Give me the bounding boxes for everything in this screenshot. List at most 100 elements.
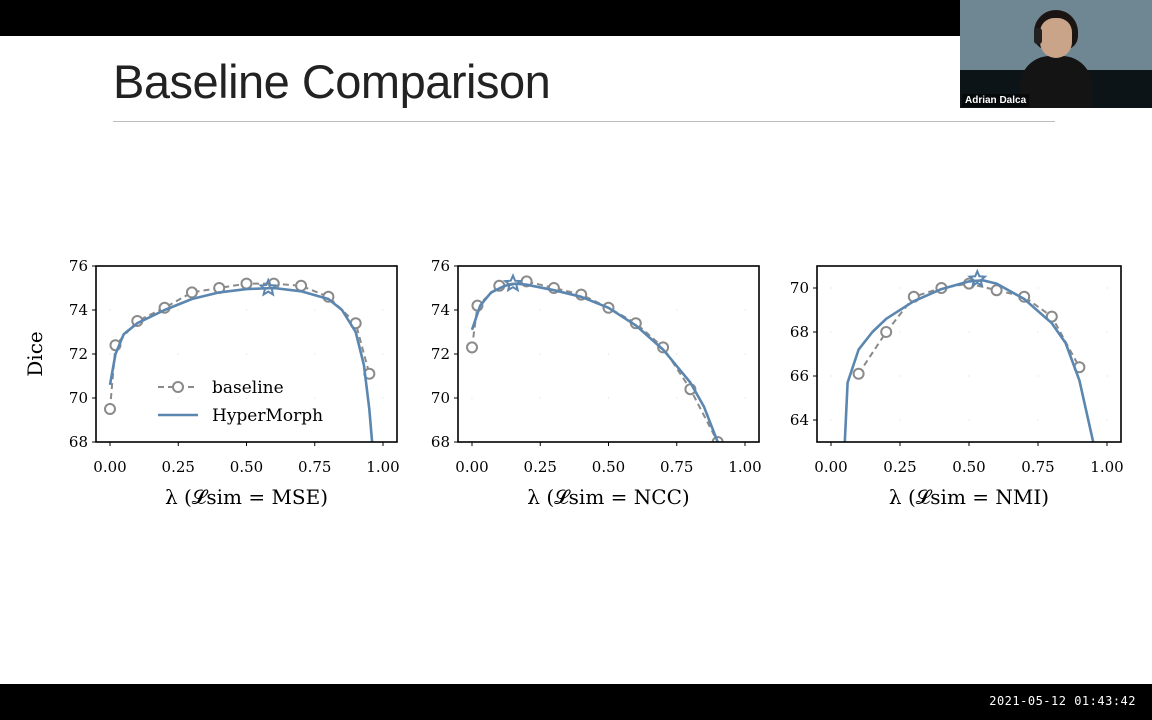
x-tick-label: 0.00	[93, 458, 126, 476]
best-lambda-star-icon	[502, 273, 524, 293]
grid-dot	[1106, 375, 1108, 377]
plot-frame	[816, 265, 1122, 443]
grid-dot	[899, 375, 901, 377]
x-tick-label: 0.50	[230, 458, 263, 476]
headset-icon	[1034, 28, 1042, 44]
x-axis-label: λ (𝓛sim = NCC)	[527, 485, 689, 509]
grid-dot	[539, 353, 541, 355]
x-tick-label: 1.00	[728, 458, 761, 476]
best-lambda-star-icon	[258, 277, 279, 297]
grid-dot	[177, 353, 179, 355]
grid-dot	[676, 309, 678, 311]
slide-canvas	[0, 36, 1152, 684]
grid-dot	[744, 397, 746, 399]
grid-dot	[744, 309, 746, 311]
baseline-data-point	[466, 341, 478, 354]
presenter-face	[1040, 18, 1072, 58]
x-axis-label: λ (𝓛sim = MSE)	[165, 485, 328, 509]
x-tick-label: 0.75	[1021, 458, 1054, 476]
plot-frame	[457, 265, 760, 443]
y-tick-label: 76	[431, 257, 450, 275]
y-tick-label: 68	[69, 433, 88, 451]
grid-dot	[471, 309, 473, 311]
x-tick-label: 0.00	[814, 458, 847, 476]
y-tick-label: 70	[790, 279, 809, 297]
y-tick-label: 74	[431, 301, 450, 319]
baseline-data-point	[295, 279, 308, 292]
grid-dot	[830, 419, 832, 421]
legend-baseline-label: baseline	[212, 378, 284, 398]
y-tick-label: 68	[431, 433, 450, 451]
baseline-series-line	[857, 282, 1081, 375]
grid-dot	[245, 353, 248, 355]
x-tick-label: 1.00	[1090, 458, 1123, 476]
grid-dot	[1037, 375, 1039, 377]
grid-dot	[744, 353, 746, 355]
grid-dot	[539, 309, 541, 311]
grid-dot	[1106, 419, 1108, 421]
y-tick-label: 70	[431, 389, 450, 407]
chart-panel-3: 64 66 68 70 0.00 0.25 0.50 0.75 1.00 λ (𝓛sim = NM…	[790, 265, 1124, 509]
grid-dot	[314, 397, 316, 399]
baseline-series-line	[471, 280, 719, 442]
x-tick-label: 0.00	[455, 458, 488, 476]
y-tick-label: 76	[69, 257, 88, 275]
hypermorph-series-line	[108, 286, 374, 442]
grid-dot	[471, 397, 473, 399]
bottom-bar: 2021-05-12 01:43:42	[0, 684, 1152, 720]
x-tick-label: 0.25	[162, 458, 195, 476]
chart-legend: baseline HyperMorph	[158, 378, 323, 426]
x-tick-label: 0.50	[592, 458, 625, 476]
grid-dot	[177, 309, 179, 311]
presenter-body	[1020, 56, 1092, 108]
recording-timestamp: 2021-05-12 01:43:42	[989, 694, 1136, 708]
plot-area	[843, 277, 1095, 442]
x-tick-label: 0.25	[883, 458, 916, 476]
grid-dot	[382, 397, 384, 399]
grid-dot	[539, 397, 541, 399]
baseline-data-point	[880, 326, 893, 338]
x-tick-label: 1.00	[366, 458, 399, 476]
grid-dot	[177, 397, 179, 399]
x-tick-label: 0.50	[952, 458, 985, 476]
presenter-webcam: Adrian Dalca	[960, 0, 1152, 108]
grid-dot	[968, 331, 970, 333]
baseline-data-point	[240, 277, 253, 290]
legend-baseline-marker	[172, 381, 184, 393]
grid-dot	[899, 331, 901, 333]
grid-dot	[471, 353, 473, 355]
y-tick-label: 74	[69, 301, 88, 319]
grid-dot	[245, 397, 248, 399]
y-tick-label: 66	[790, 367, 809, 385]
baseline-data-point	[104, 403, 116, 415]
presenter-name-label: Adrian Dalca	[962, 94, 1030, 107]
grid-dot	[1106, 331, 1108, 333]
x-tick-label: 0.25	[524, 458, 557, 476]
x-tick-label: 0.75	[298, 458, 331, 476]
y-tick-label: 68	[790, 323, 809, 341]
title-divider	[113, 121, 1055, 122]
grid-dot	[899, 419, 901, 421]
grid-dot	[109, 353, 111, 355]
x-tick-label: 0.75	[660, 458, 693, 476]
y-tick-label: 70	[69, 389, 88, 407]
grid-dot	[607, 353, 610, 355]
grid-dot	[1106, 287, 1108, 289]
plot-frame	[95, 265, 398, 443]
grid-dot	[245, 309, 248, 311]
hypermorph-series-line	[470, 282, 719, 442]
baseline-data-point	[852, 367, 865, 380]
y-axis-label: Dice	[23, 331, 47, 376]
grid-dot	[1037, 331, 1039, 333]
grid-dot	[968, 375, 970, 377]
baseline-data-point	[185, 286, 198, 299]
grid-dot	[109, 309, 111, 311]
plot-area	[466, 275, 724, 442]
grid-dot	[1037, 287, 1039, 289]
grid-dot	[314, 353, 316, 355]
grid-dot	[899, 287, 901, 289]
plot-area	[104, 277, 376, 442]
grid-dot	[676, 397, 678, 399]
grid-dot	[607, 397, 610, 399]
